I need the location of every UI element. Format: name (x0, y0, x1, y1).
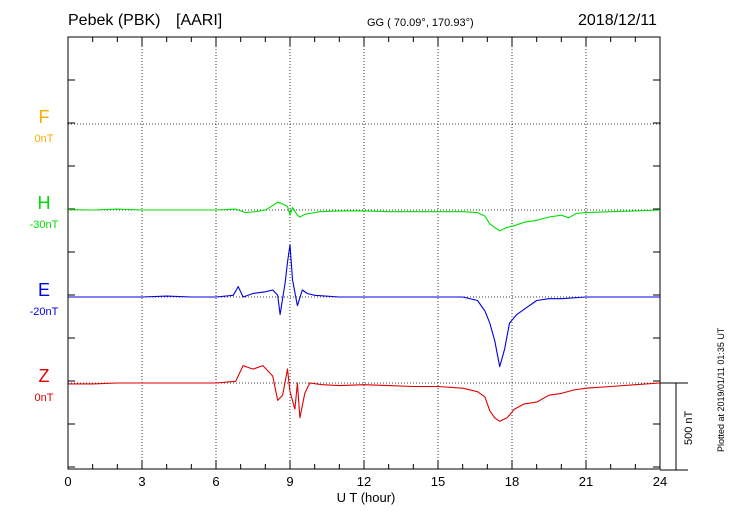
x-tick-label: 12 (357, 474, 371, 489)
x-axis-ticks: 0 3 6 9 12 15 18 21 24 (64, 37, 667, 489)
network-label: [AARI] (176, 12, 223, 29)
x-tick-label: 24 (653, 474, 667, 489)
series-H-label: H (38, 193, 51, 213)
series-Z-offset: 0nT (35, 392, 54, 404)
x-tick-label: 15 (431, 474, 445, 489)
grid-lines (68, 37, 660, 469)
series-F-label: F (39, 107, 50, 127)
series-H-offset: -30nT (30, 219, 59, 231)
series-H-line (67, 201, 661, 232)
series-E-line (68, 244, 660, 368)
x-tick-label: 18 (505, 474, 519, 489)
series-E-offset: -20nT (30, 306, 59, 318)
series-Z-line (68, 365, 661, 422)
scale-bar-label: 500 nT (683, 410, 695, 445)
x-tick-label: 3 (138, 474, 145, 489)
x-tick-label: 9 (286, 474, 293, 489)
series-Z-label: Z (39, 366, 50, 386)
station-title: Pebek (PBK) (68, 12, 161, 29)
date-label: 2018/12/11 (578, 12, 657, 29)
series-E-label: E (38, 280, 50, 300)
x-tick-label: 6 (212, 474, 219, 489)
scale-bar: 500 nT (660, 382, 695, 471)
series-F-offset: 0nT (35, 133, 54, 145)
coords-label: GG ( 70.09°, 170.93°) (367, 17, 474, 29)
x-tick-label: 21 (579, 474, 593, 489)
x-tick-label: 0 (64, 474, 71, 489)
x-axis-label: U T (hour) (337, 490, 396, 505)
series-lines (67, 201, 661, 422)
plotted-timestamp: Plotted at 2019/01/11 01:35 UT (716, 327, 726, 452)
component-labels: F 0nT H -30nT E -20nT Z 0nT (30, 107, 59, 404)
